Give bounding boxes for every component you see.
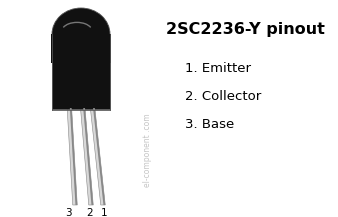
Bar <box>52 34 110 109</box>
Text: 2. Collector: 2. Collector <box>185 90 261 103</box>
Polygon shape <box>70 108 77 205</box>
Text: 2: 2 <box>87 208 93 217</box>
Bar <box>51 34 111 63</box>
Text: 3. Base: 3. Base <box>185 118 234 131</box>
Polygon shape <box>93 108 105 205</box>
Polygon shape <box>83 108 93 205</box>
Text: 1. Emitter: 1. Emitter <box>185 62 251 75</box>
Text: 1: 1 <box>101 208 107 217</box>
Ellipse shape <box>52 8 110 60</box>
Text: el-component .com: el-component .com <box>144 113 152 187</box>
Text: 2SC2236-Y pinout: 2SC2236-Y pinout <box>166 22 324 37</box>
Polygon shape <box>80 108 93 205</box>
Text: 3: 3 <box>65 208 71 217</box>
Polygon shape <box>67 108 77 205</box>
Polygon shape <box>90 108 105 205</box>
